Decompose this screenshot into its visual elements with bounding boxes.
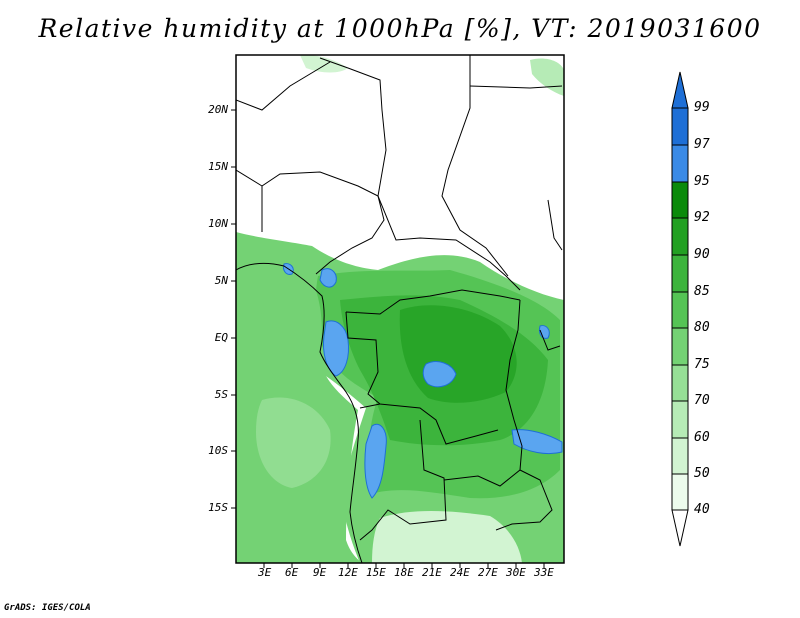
colorbar-segment-40-50 [671,473,689,511]
border-zambia [443,469,553,531]
colorbar-label-99: 99 [694,100,710,115]
colorbar-label-92: 92 [694,210,710,225]
colorbar-label-95: 95 [694,174,710,189]
colorbar-label-85: 85 [694,284,710,299]
humidity-field-north-light [300,55,348,73]
grads-credit: GrADS: IGES/COLA [4,603,91,613]
lon-label-24e: 24E [450,566,470,579]
map-title: Relative humidity at 1000hPa [%], VT: 20… [38,14,762,43]
lon-label-33e: 33E [534,566,554,579]
colorbar-label-97: 97 [694,137,710,152]
colorbar-segment-80-85 [671,291,689,329]
colorbar-segment-85-90 [671,254,689,293]
colorbar-segment-95-97 [671,144,689,183]
map-frame [235,54,565,564]
lon-label-12e: 12E [338,566,358,579]
lon-label-6e: 6E [285,566,299,579]
lat-label-5s: 5S [214,388,228,401]
colorbar-label-80: 80 [694,320,710,335]
border-great-lakes [505,299,561,471]
colorbar-label-60: 60 [694,430,710,445]
humidity-patch-95-gabon [323,320,349,377]
humidity-patch-95-drc [422,361,457,388]
lat-label-15s: 15S [208,501,228,514]
lon-label-30e: 30E [506,566,526,579]
lon-label-9e: 9E [313,566,327,579]
lat-label-20n: 20N [208,103,228,116]
colorbar-top-arrow [671,71,689,109]
colorbar-segment-60-70 [671,400,689,439]
border-sudan [441,55,563,277]
lat-label-15n: 15N [208,160,228,173]
lat-label-10n: 10N [208,217,228,230]
lon-label-27e: 27E [478,566,498,579]
colorbar-label-70: 70 [694,393,710,408]
border-angola [359,403,447,541]
lon-label-3e: 3E [258,566,272,579]
colorbar [671,71,689,547]
border-car-drc [345,289,521,315]
lon-label-21e: 21E [422,566,442,579]
humidity-field-ocean-light [256,397,331,488]
border-chad-cameroon [319,57,521,291]
axis-ticks [231,109,545,568]
colorbar-segment-50-60 [671,437,689,475]
humidity-patch-95-east [511,429,563,455]
colorbar-segment-92-95 [671,181,689,219]
colorbar-label-90: 90 [694,247,710,262]
humidity-patch-95-cameroon [319,268,337,288]
border-north-misc [236,61,563,187]
colorbar-label-40: 40 [694,502,710,517]
coastline [236,262,363,563]
humidity-patch-95-angola [364,423,387,499]
colorbar-label-50: 50 [694,466,710,481]
lon-label-15e: 15E [366,566,386,579]
lat-label-5n: 5N [214,274,228,287]
colorbar-segment-97-99 [671,107,689,146]
colorbar-segment-75-80 [671,327,689,366]
colorbar-segment-70-75 [671,364,689,402]
lon-label-18e: 18E [394,566,414,579]
lat-label-10s: 10S [208,444,228,457]
lat-label-eq: EQ [214,331,228,344]
colorbar-bottom-arrow [671,509,689,547]
colorbar-segment-90-92 [671,217,689,256]
colorbar-label-75: 75 [694,357,710,372]
